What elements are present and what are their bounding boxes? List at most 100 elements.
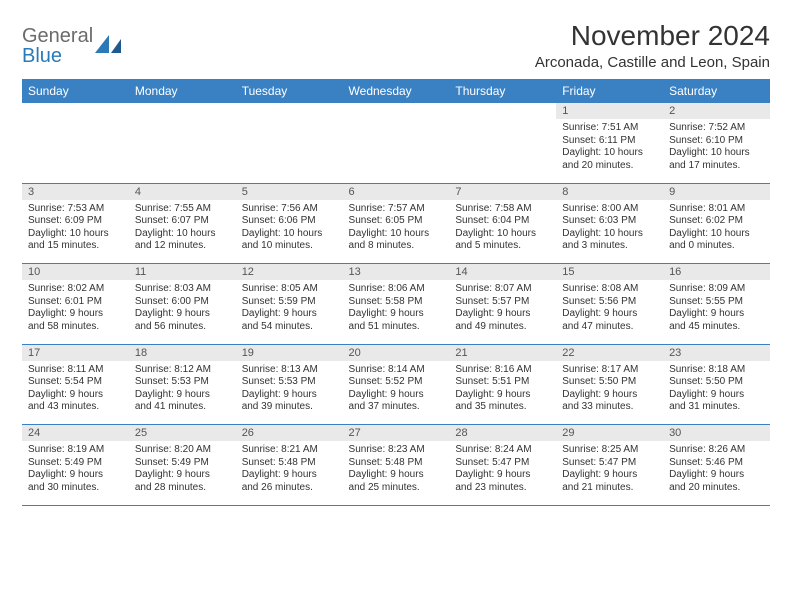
daylight-text-1: Daylight: 9 hours	[349, 389, 444, 402]
day-number: 10	[22, 264, 129, 281]
day-number: 8	[556, 183, 663, 200]
day-cell: Sunrise: 8:09 AMSunset: 5:55 PMDaylight:…	[663, 280, 770, 344]
day-number: 23	[663, 344, 770, 361]
sunrise-text: Sunrise: 8:02 AM	[28, 283, 123, 296]
sunrise-text: Sunrise: 8:23 AM	[349, 444, 444, 457]
sunset-text: Sunset: 6:03 PM	[562, 215, 657, 228]
sunset-text: Sunset: 5:50 PM	[562, 376, 657, 389]
daylight-text-1: Daylight: 9 hours	[135, 469, 230, 482]
day-cell: Sunrise: 8:25 AMSunset: 5:47 PMDaylight:…	[556, 441, 663, 505]
day-number: 12	[236, 264, 343, 281]
sunset-text: Sunset: 5:56 PM	[562, 296, 657, 309]
sunset-text: Sunset: 6:07 PM	[135, 215, 230, 228]
day-cell: Sunrise: 8:19 AMSunset: 5:49 PMDaylight:…	[22, 441, 129, 505]
sunrise-text: Sunrise: 8:14 AM	[349, 364, 444, 377]
sunset-text: Sunset: 5:57 PM	[455, 296, 550, 309]
dayhead-sat: Saturday	[663, 79, 770, 103]
day-number: 11	[129, 264, 236, 281]
day-number: 22	[556, 344, 663, 361]
day-cell: Sunrise: 7:58 AMSunset: 6:04 PMDaylight:…	[449, 200, 556, 264]
sunrise-text: Sunrise: 7:53 AM	[28, 203, 123, 216]
dayhead-wed: Wednesday	[343, 79, 450, 103]
day-number: 2	[663, 103, 770, 119]
daylight-text-1: Daylight: 10 hours	[28, 228, 123, 241]
sunset-text: Sunset: 5:54 PM	[28, 376, 123, 389]
daylight-text-1: Daylight: 9 hours	[669, 389, 764, 402]
day-cell: Sunrise: 8:01 AMSunset: 6:02 PMDaylight:…	[663, 200, 770, 264]
logo-text-general: General	[22, 25, 93, 47]
sunrise-text: Sunrise: 7:51 AM	[562, 122, 657, 135]
sunrise-text: Sunrise: 8:24 AM	[455, 444, 550, 457]
day-cell	[22, 119, 129, 183]
daylight-text-2: and 12 minutes.	[135, 240, 230, 253]
daylight-text-2: and 28 minutes.	[135, 482, 230, 495]
daylight-text-1: Daylight: 10 hours	[562, 228, 657, 241]
sunset-text: Sunset: 5:49 PM	[28, 457, 123, 470]
dayhead-thu: Thursday	[449, 79, 556, 103]
day-cell: Sunrise: 7:52 AMSunset: 6:10 PMDaylight:…	[663, 119, 770, 183]
day-detail-row: Sunrise: 8:19 AMSunset: 5:49 PMDaylight:…	[22, 441, 770, 505]
daylight-text-1: Daylight: 10 hours	[242, 228, 337, 241]
day-number-row: 12	[22, 103, 770, 119]
sunrise-text: Sunrise: 8:21 AM	[242, 444, 337, 457]
daylight-text-2: and 33 minutes.	[562, 401, 657, 414]
daylight-text-2: and 43 minutes.	[28, 401, 123, 414]
sunset-text: Sunset: 5:48 PM	[242, 457, 337, 470]
day-cell: Sunrise: 8:03 AMSunset: 6:00 PMDaylight:…	[129, 280, 236, 344]
daylight-text-2: and 49 minutes.	[455, 321, 550, 334]
sunset-text: Sunset: 6:00 PM	[135, 296, 230, 309]
daylight-text-2: and 20 minutes.	[562, 160, 657, 173]
sunset-text: Sunset: 6:10 PM	[669, 135, 764, 148]
day-number: 24	[22, 425, 129, 442]
daylight-text-1: Daylight: 9 hours	[28, 389, 123, 402]
day-cell: Sunrise: 8:07 AMSunset: 5:57 PMDaylight:…	[449, 280, 556, 344]
daylight-text-2: and 10 minutes.	[242, 240, 337, 253]
dayhead-fri: Friday	[556, 79, 663, 103]
day-number-row: 24252627282930	[22, 425, 770, 442]
day-number: 16	[663, 264, 770, 281]
day-cell: Sunrise: 8:00 AMSunset: 6:03 PMDaylight:…	[556, 200, 663, 264]
logo-text-blue: Blue	[22, 45, 93, 68]
day-number	[129, 103, 236, 119]
sunrise-text: Sunrise: 7:58 AM	[455, 203, 550, 216]
sunset-text: Sunset: 5:55 PM	[669, 296, 764, 309]
daylight-text-1: Daylight: 9 hours	[349, 469, 444, 482]
sunset-text: Sunset: 6:02 PM	[669, 215, 764, 228]
day-cell: Sunrise: 7:53 AMSunset: 6:09 PMDaylight:…	[22, 200, 129, 264]
daylight-text-2: and 8 minutes.	[349, 240, 444, 253]
sunrise-text: Sunrise: 8:12 AM	[135, 364, 230, 377]
day-number: 15	[556, 264, 663, 281]
daylight-text-2: and 30 minutes.	[28, 482, 123, 495]
day-number	[236, 103, 343, 119]
sunset-text: Sunset: 5:59 PM	[242, 296, 337, 309]
day-header-row: Sunday Monday Tuesday Wednesday Thursday…	[22, 79, 770, 103]
day-number-row: 3456789	[22, 183, 770, 200]
daylight-text-1: Daylight: 10 hours	[562, 147, 657, 160]
sunrise-text: Sunrise: 8:17 AM	[562, 364, 657, 377]
sunset-text: Sunset: 5:50 PM	[669, 376, 764, 389]
day-number: 6	[343, 183, 450, 200]
sunset-text: Sunset: 6:09 PM	[28, 215, 123, 228]
sunset-text: Sunset: 5:52 PM	[349, 376, 444, 389]
daylight-text-1: Daylight: 9 hours	[562, 469, 657, 482]
day-number: 3	[22, 183, 129, 200]
day-cell: Sunrise: 8:18 AMSunset: 5:50 PMDaylight:…	[663, 361, 770, 425]
sunset-text: Sunset: 5:51 PM	[455, 376, 550, 389]
month-title: November 2024	[535, 20, 770, 52]
day-cell: Sunrise: 8:24 AMSunset: 5:47 PMDaylight:…	[449, 441, 556, 505]
daylight-text-2: and 20 minutes.	[669, 482, 764, 495]
sunrise-text: Sunrise: 8:25 AM	[562, 444, 657, 457]
day-cell	[236, 119, 343, 183]
daylight-text-1: Daylight: 9 hours	[669, 308, 764, 321]
day-cell: Sunrise: 7:51 AMSunset: 6:11 PMDaylight:…	[556, 119, 663, 183]
daylight-text-2: and 3 minutes.	[562, 240, 657, 253]
day-number: 13	[343, 264, 450, 281]
sunset-text: Sunset: 5:53 PM	[135, 376, 230, 389]
sunset-text: Sunset: 6:11 PM	[562, 135, 657, 148]
sail-triangle-icon	[95, 33, 123, 62]
calendar-table: Sunday Monday Tuesday Wednesday Thursday…	[22, 79, 770, 506]
sunset-text: Sunset: 6:05 PM	[349, 215, 444, 228]
title-block: November 2024 Arconada, Castille and Leo…	[535, 20, 770, 71]
daylight-text-2: and 5 minutes.	[455, 240, 550, 253]
daylight-text-1: Daylight: 9 hours	[28, 308, 123, 321]
